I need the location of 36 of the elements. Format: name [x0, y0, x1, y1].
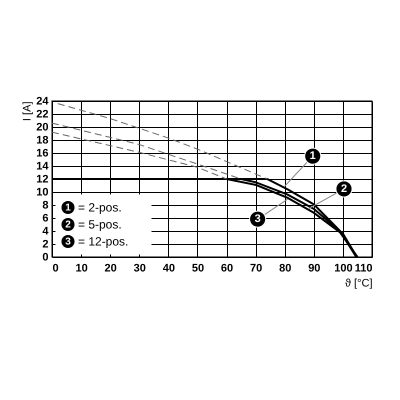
y-tick-label: 12 [36, 174, 48, 186]
y-tick-label: 16 [36, 148, 48, 160]
y-tick-label: 24 [36, 96, 50, 108]
x-tick-label: 10 [75, 262, 88, 274]
y-tick-label: 18 [36, 134, 48, 146]
x-tick-label: 30 [134, 262, 146, 274]
x-tick-label: 20 [104, 262, 117, 274]
y-tick-label: 4 [42, 226, 50, 238]
legend-label: = 2-pos. [78, 200, 122, 214]
y-axis-title: I [A] [21, 102, 34, 122]
x-tick-label: 50 [192, 262, 204, 274]
x-tick-label: 80 [279, 262, 292, 274]
legend-label: = 12-pos. [78, 234, 128, 248]
y-tick-label: 14 [36, 160, 50, 172]
text: 3 [65, 236, 71, 248]
annotation: 3 [254, 213, 261, 226]
y-tick-label: 0 [42, 252, 48, 264]
x-tick-label: 0 [52, 262, 59, 274]
text: 2 [65, 220, 71, 230]
x-tick-label: 60 [220, 262, 234, 274]
y-tick-label: 8 [42, 200, 48, 212]
x-tick-label: 110 [354, 262, 372, 274]
x-tick-label: 40 [162, 262, 175, 274]
x-tick-label: 90 [308, 262, 320, 274]
x-tick-label: 70 [250, 262, 262, 274]
y-tick-label: 20 [36, 122, 48, 134]
y-tick-label: 2 [42, 238, 48, 250]
x-tick-label: 100 [334, 262, 353, 274]
text: 1 [65, 202, 71, 214]
y-tick-label: 6 [42, 212, 48, 224]
y-tick-label: 22 [36, 108, 48, 120]
legend-label: = 5-pos. [78, 218, 122, 232]
annotation: 2 [340, 182, 348, 195]
y-tick-label: 10 [36, 186, 48, 198]
annotation: 1 [310, 150, 316, 162]
x-axis-title: ϑ [°C] [344, 278, 372, 290]
